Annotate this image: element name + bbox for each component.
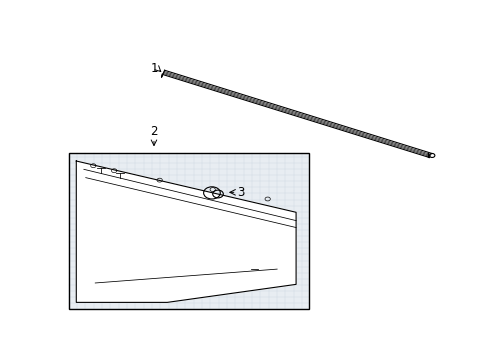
Text: 1: 1 [150,62,158,75]
Polygon shape [76,161,296,302]
Text: 3: 3 [237,186,244,199]
Polygon shape [162,70,431,158]
Bar [68,153,309,309]
Bar [68,153,309,309]
Text: 2: 2 [150,125,158,138]
